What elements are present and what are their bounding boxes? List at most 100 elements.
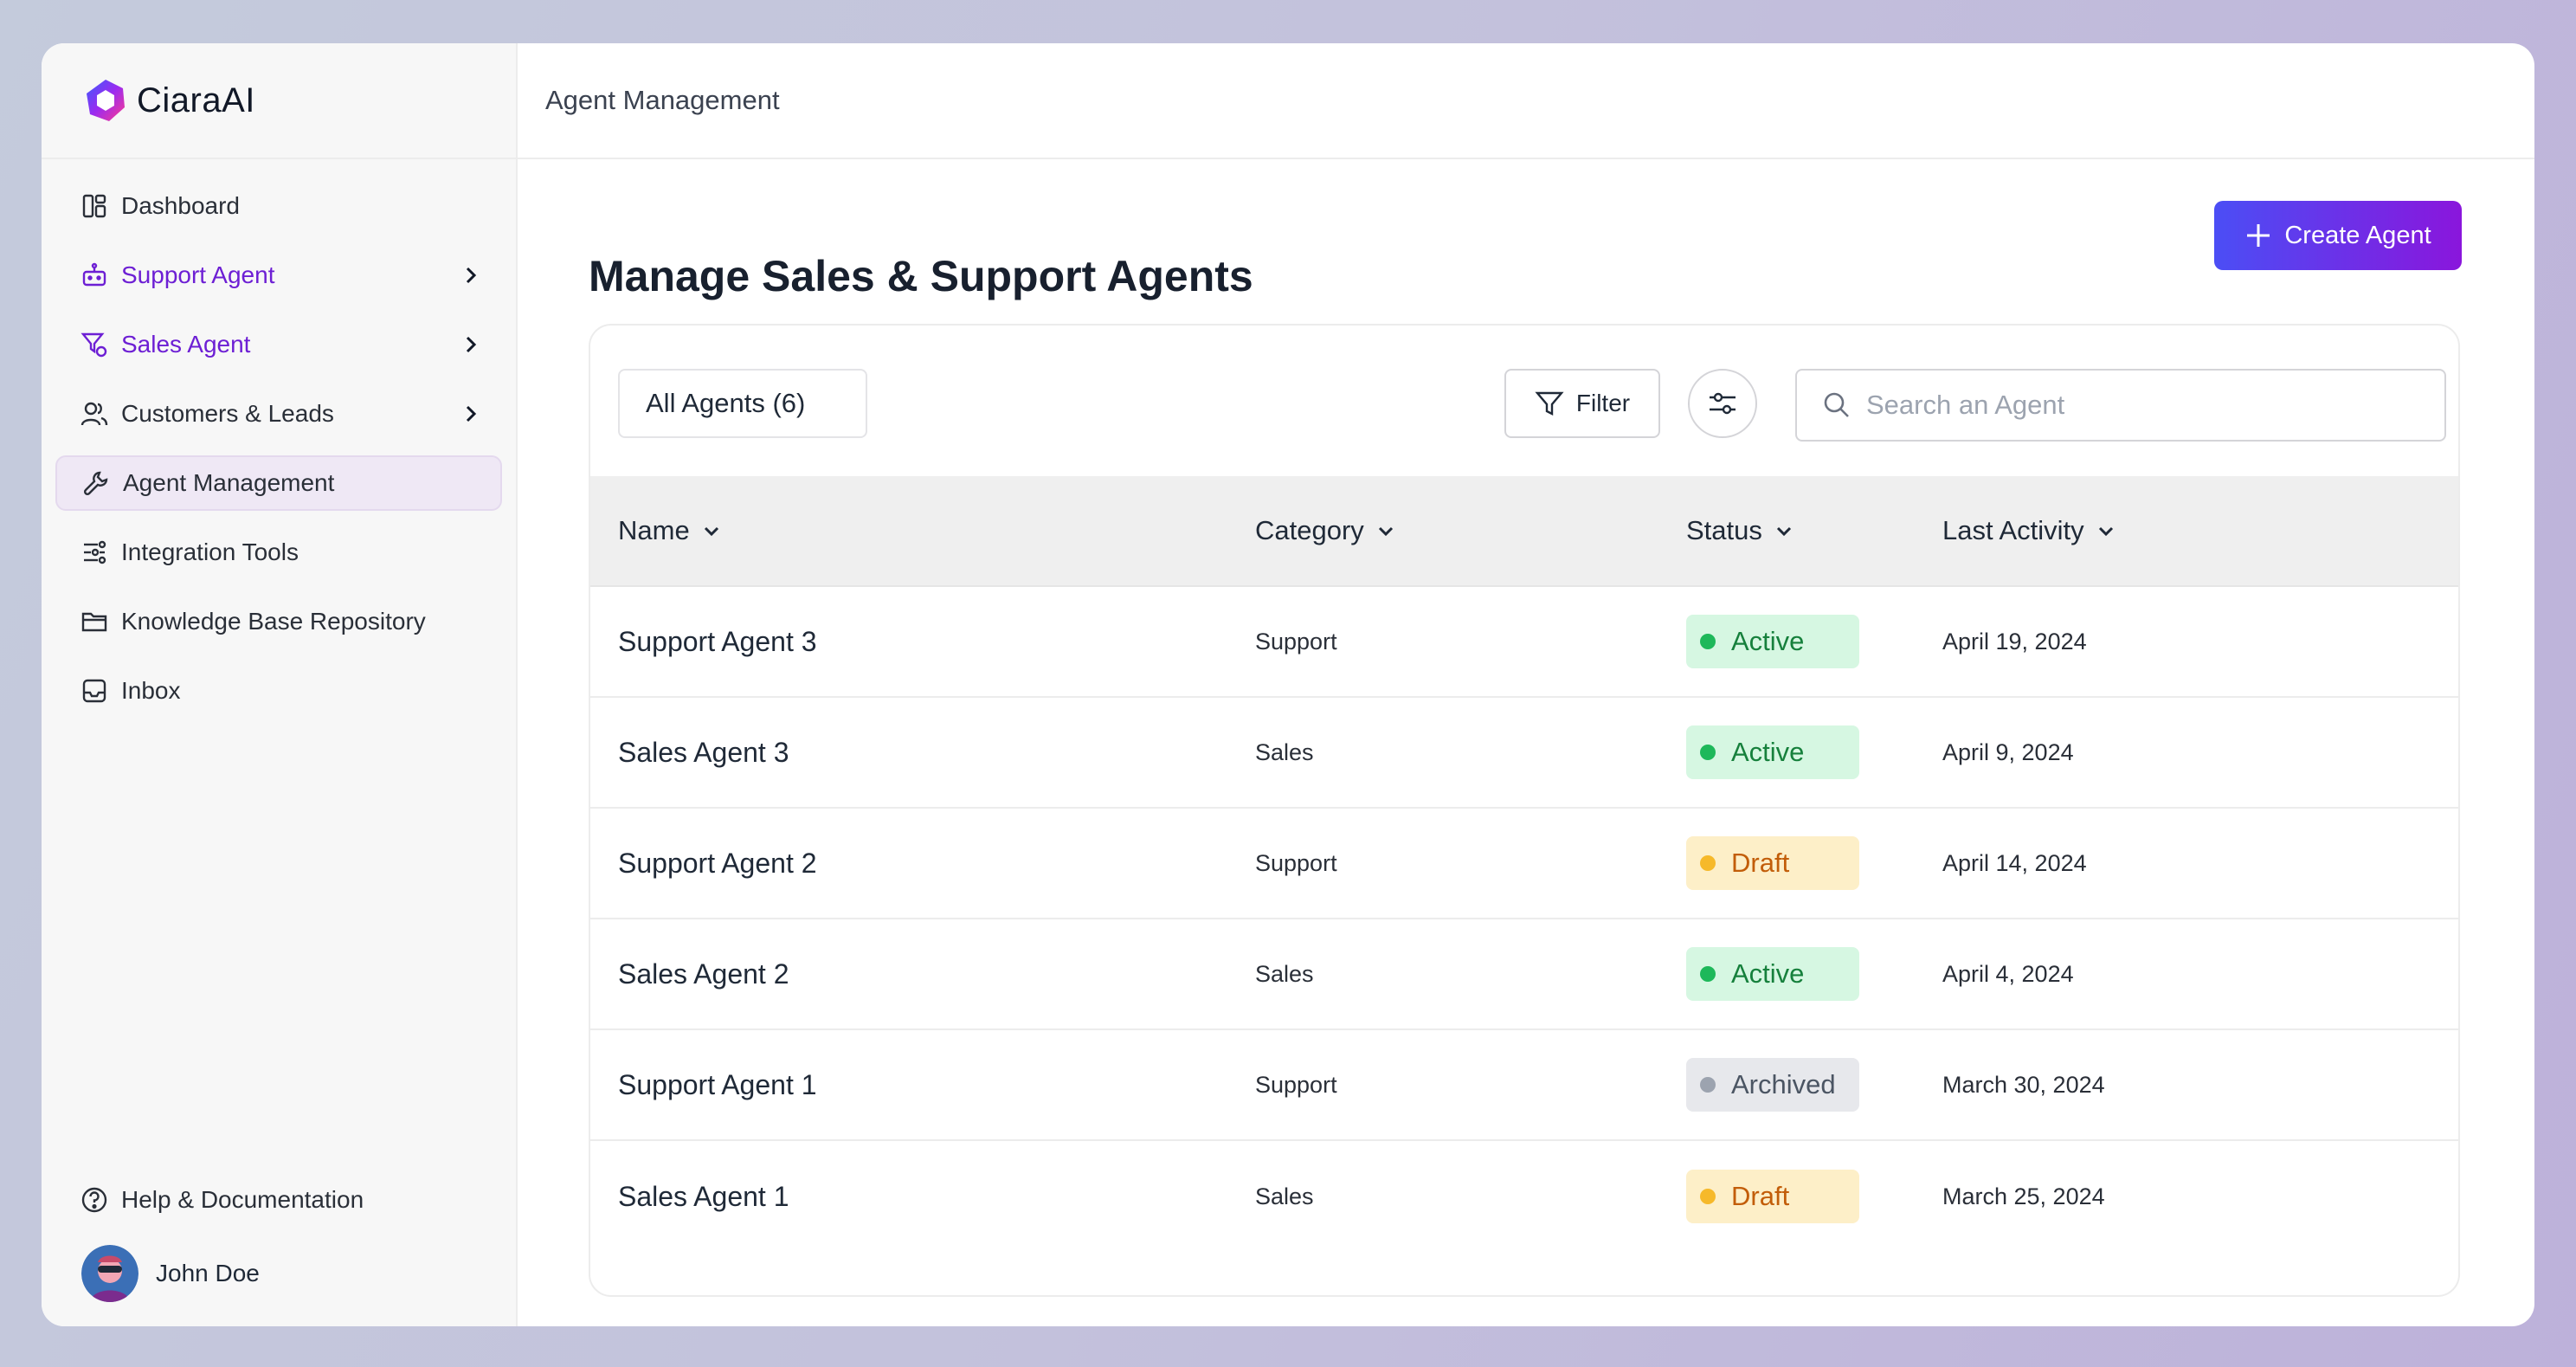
dashboard-icon [80,191,109,221]
help-icon [81,1187,107,1213]
last-activity-date: April 19, 2024 [1942,628,2087,654]
filter-icon [1535,391,1564,416]
last-activity-date: April 9, 2024 [1942,738,2074,765]
status-label: Active [1731,737,1805,767]
column-header-name[interactable]: Name [618,515,723,546]
breadcrumb-label: Agent Management [545,85,780,115]
breadcrumb: Agent Management [518,43,2534,159]
status-badge: Active [1686,615,1859,668]
status-badge: Active [1686,947,1859,1001]
status-label: Draft [1731,1181,1790,1211]
last-activity-date: April 14, 2024 [1942,849,2087,876]
sidebar-item-label: Support Agent [121,261,275,288]
table-row[interactable]: Support Agent 2 Support Draft April 14, … [590,809,2458,919]
search-icon [1824,392,1849,417]
create-agent-button[interactable]: Create Agent [2214,201,2462,270]
agent-category: Support [1255,849,1337,876]
sidebar-item-agent-management[interactable]: Agent Management [55,455,502,511]
table-row[interactable]: Sales Agent 2 Sales Active April 4, 2024 [590,919,2458,1030]
sidebar-item-dashboard[interactable]: Dashboard [55,178,502,234]
last-activity-date: March 30, 2024 [1942,1071,2105,1098]
brand[interactable]: CiaraAI [42,43,516,159]
column-header-status[interactable]: Status [1686,515,1795,546]
agent-category: Sales [1255,960,1314,987]
sidebar-nav: Dashboard Support Agent Sales Agent [42,159,516,719]
user-profile[interactable]: John Doe [42,1243,516,1304]
chevron-right-icon [466,267,477,284]
status-label: Archived [1731,1069,1836,1099]
sidebar-item-knowledge-base[interactable]: Knowledge Base Repository [55,594,502,649]
adjust-settings-button[interactable] [1688,369,1757,438]
table-body: Support Agent 3 Support Active April 19,… [590,587,2458,1252]
filter-label: Filter [1575,390,1631,416]
status-badge: Active [1686,725,1859,779]
inbox-icon [80,676,109,706]
sidebar-item-customers-leads[interactable]: Customers & Leads [55,386,502,442]
column-header-label: Last Activity [1942,515,2084,545]
table-toolbar: All Agents (6) Filter [590,326,2458,476]
user-name: John Doe [156,1260,260,1286]
agent-name: Sales Agent 1 [618,1180,789,1212]
column-header-last-activity[interactable]: Last Activity [1942,515,2117,546]
status-label: Active [1731,958,1805,989]
status-badge: Archived [1686,1058,1859,1112]
column-header-label: Name [618,515,690,545]
ciara-logo-icon [87,80,125,121]
avatar [81,1245,138,1302]
sidebar-footer: Help & Documentation John Doe [42,1172,516,1304]
chevron-down-icon [704,526,718,537]
agent-category: Support [1255,628,1337,654]
sidebar-item-label: Customers & Leads [121,400,334,427]
sidebar-item-label: Agent Management [123,469,335,496]
status-badge: Draft [1686,1170,1859,1223]
robot-icon [80,261,109,290]
chevron-down-icon [2098,526,2113,537]
table-row[interactable]: Sales Agent 1 Sales Draft March 25, 2024 [590,1141,2458,1252]
column-header-label: Status [1686,515,1762,545]
all-agents-tab[interactable]: All Agents (6) [618,369,867,438]
column-header-label: Category [1255,515,1364,545]
chevron-down-icon [1378,526,1393,537]
sidebar-item-label: Integration Tools [121,538,299,565]
agent-category: Support [1255,1071,1337,1098]
sidebar-item-label: Inbox [121,677,181,704]
status-dot [1700,1189,1716,1204]
folder-icon [80,607,109,636]
agent-category: Sales [1255,738,1314,765]
sidebar-item-inbox[interactable]: Inbox [55,663,502,719]
sidebar-item-support-agent[interactable]: Support Agent [55,248,502,303]
agent-name: Sales Agent 2 [618,958,789,990]
table-row[interactable]: Support Agent 3 Support Active April 19,… [590,587,2458,698]
agent-name: Support Agent 2 [618,847,817,879]
filter-button[interactable]: Filter [1504,369,1660,438]
status-dot [1700,745,1716,760]
agent-name: Support Agent 3 [618,625,817,657]
sidebar-item-label: Sales Agent [121,331,251,358]
status-badge: Draft [1686,836,1859,890]
sidebar-item-label: Knowledge Base Repository [121,608,426,635]
last-activity-date: March 25, 2024 [1942,1183,2105,1209]
status-label: Active [1731,626,1805,656]
sidebar-item-sales-agent[interactable]: Sales Agent [55,317,502,372]
main-content: Agent Management Manage Sales & Support … [518,43,2534,1326]
sales-filter-icon [80,330,109,359]
table-row[interactable]: Sales Agent 3 Sales Active April 9, 2024 [590,698,2458,809]
all-agents-label: All Agents (6) [646,388,806,418]
plus-icon [2247,224,2270,247]
sidebar-item-integration-tools[interactable]: Integration Tools [55,525,502,580]
search-box [1795,369,2446,442]
status-dot [1700,855,1716,871]
help-documentation-link[interactable]: Help & Documentation [42,1172,516,1228]
status-dot [1700,1077,1716,1093]
sliders-icon [1710,392,1736,415]
integration-icon [80,538,109,567]
agents-table-card: All Agents (6) Filter [589,324,2460,1297]
last-activity-date: April 4, 2024 [1942,960,2074,987]
create-agent-label: Create Agent [2284,221,2431,249]
agent-name: Support Agent 1 [618,1068,817,1100]
table-row[interactable]: Support Agent 1 Support Archived March 3… [590,1030,2458,1141]
search-input[interactable] [1866,390,2420,421]
sidebar: CiaraAI Dashboard Support Agent [42,43,518,1326]
help-label: Help & Documentation [121,1186,364,1213]
column-header-category[interactable]: Category [1255,515,1397,546]
